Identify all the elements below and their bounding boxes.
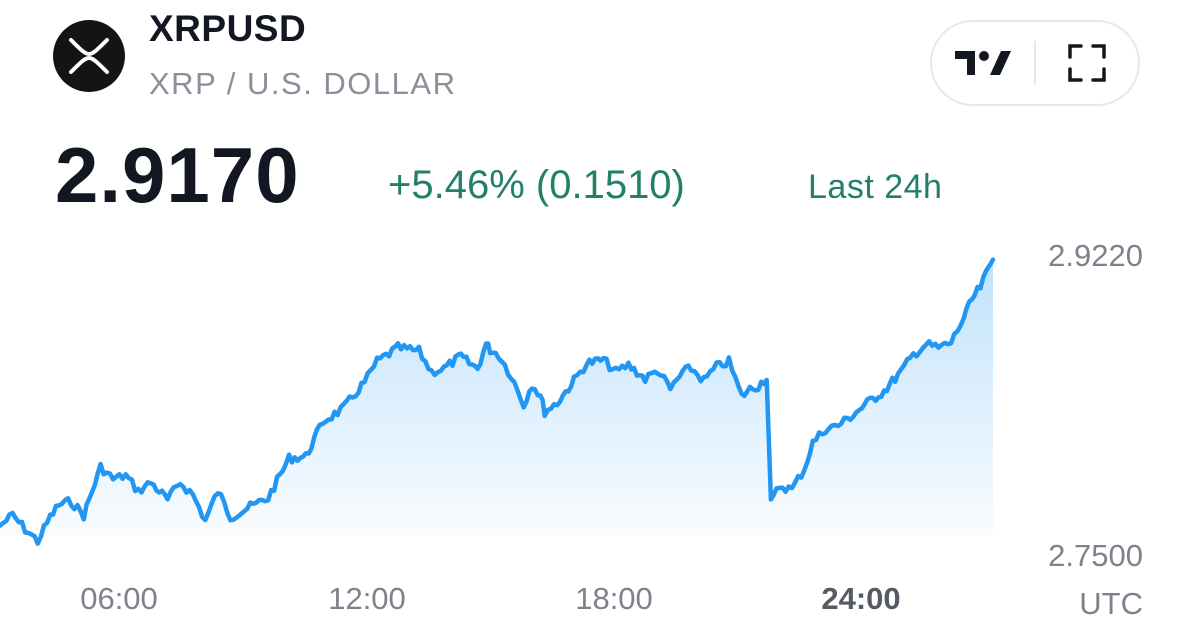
toolbar-divider [1034,41,1036,85]
current-price: 2.9170 [55,131,300,219]
x-tick-label-0600: 06:00 [80,581,158,616]
x-tick-label-1200: 12:00 [328,581,406,616]
data-point [991,257,995,262]
change-period-label: Last 24h [808,168,943,206]
xrp-glyph [69,38,109,74]
x-tick-label-2400: 24:00 [821,581,901,616]
chart-toolbar [930,20,1140,106]
y-tick-label-top: 2.9220 [1048,238,1143,273]
price-change: +5.46% (0.1510) [388,163,685,207]
price-line [0,257,996,546]
pair-name: XRP / U.S. DOLLAR [149,66,457,101]
timezone-label: UTC [1079,586,1143,621]
symbol-title: XRPUSD [149,8,307,49]
tradingview-logo-icon[interactable] [932,22,1034,104]
price-area-fill [0,259,993,544]
xrp-logo-icon [53,20,125,92]
y-tick-label-bottom: 2.7500 [1048,538,1143,573]
fullscreen-icon[interactable] [1036,22,1138,104]
x-tick-label-1800: 18:00 [575,581,653,616]
